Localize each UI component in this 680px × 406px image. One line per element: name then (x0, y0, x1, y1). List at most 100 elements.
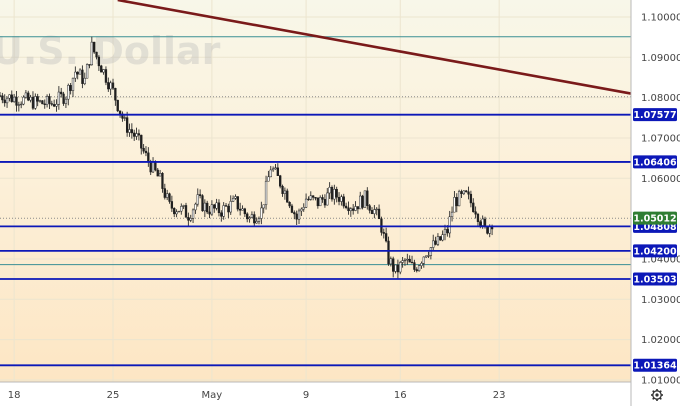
candle-body (279, 175, 282, 187)
candle-body (349, 208, 352, 212)
candle-body (382, 232, 385, 234)
price-label-text: 1.05012 (633, 214, 676, 225)
candle-body (406, 258, 409, 261)
candle (439, 236, 442, 241)
candle (396, 259, 400, 279)
candle (64, 96, 68, 108)
time-axis[interactable]: 18 25 May 9 16 23 (8, 390, 506, 401)
candle (137, 129, 141, 141)
price-label-background (633, 358, 677, 372)
candle-body (55, 103, 58, 107)
y-tick-label: 1.09000 (641, 53, 680, 64)
candle (335, 186, 338, 203)
candle-body (194, 203, 197, 211)
candle-body (394, 264, 397, 272)
candle (465, 189, 468, 193)
candle-body (69, 85, 72, 91)
candle (85, 63, 89, 79)
candle (206, 200, 209, 215)
candle-body (24, 92, 28, 98)
candle-body (3, 99, 6, 104)
candle (255, 217, 258, 224)
candle (422, 256, 425, 268)
candle (31, 91, 35, 110)
candle (356, 206, 360, 214)
candle-body (340, 196, 343, 202)
candle-body (1, 95, 4, 101)
candle-body (370, 210, 374, 215)
candle-body (267, 176, 270, 182)
candle (184, 202, 188, 218)
candle-body (123, 117, 126, 119)
candle (97, 55, 101, 71)
candle (175, 209, 178, 218)
price-axis[interactable]: 1.10000 1.09000 1.08000 1.07000 1.06000 1.040… (641, 12, 680, 386)
candle-body (264, 180, 268, 206)
candle (234, 194, 237, 200)
horizontal-levels[interactable] (0, 113, 631, 367)
level-price-label: 1.03503 (633, 272, 677, 286)
candle (450, 206, 454, 222)
candle-body (27, 92, 30, 101)
candle (290, 203, 294, 214)
candle-body (486, 226, 489, 234)
candle-body (457, 191, 461, 207)
candle (352, 204, 355, 215)
candle (241, 205, 244, 211)
candle (417, 264, 421, 272)
candle (246, 212, 249, 223)
candle-body (48, 96, 51, 104)
candle-body (227, 205, 230, 213)
candle-body (347, 207, 350, 212)
candle (384, 227, 388, 243)
candle-body (203, 202, 206, 212)
candle-body (168, 193, 171, 202)
candle-body (36, 96, 39, 102)
candle (8, 94, 11, 102)
candle (368, 204, 371, 214)
candle (90, 36, 93, 66)
candle-body (415, 269, 418, 272)
candle (104, 66, 108, 86)
candle-body (208, 211, 211, 215)
candle (361, 194, 364, 210)
candle-body (319, 197, 322, 207)
candle-body (274, 167, 277, 170)
candle-body (88, 64, 91, 66)
candle-body (231, 198, 235, 202)
candle-body (60, 91, 63, 95)
candle-body (389, 258, 392, 265)
candle-body (142, 147, 145, 152)
candle-body (253, 214, 256, 224)
candle (27, 90, 30, 102)
trendline[interactable] (117, 0, 632, 95)
trendline-group[interactable] (117, 0, 632, 95)
candle-body (281, 185, 284, 194)
candle-body (170, 201, 174, 209)
candle (196, 188, 199, 207)
candle (460, 189, 463, 198)
candle (236, 196, 239, 212)
candle-body (443, 229, 447, 235)
candle-body (53, 104, 56, 107)
settings-gear-icon[interactable] (651, 389, 663, 401)
candle (125, 111, 129, 137)
candle (74, 66, 77, 82)
candle (373, 205, 376, 219)
candle-body (151, 161, 155, 173)
candle-body (222, 205, 225, 217)
candle (227, 203, 230, 218)
candle (443, 224, 447, 241)
candle-body (352, 208, 355, 211)
candle (17, 101, 20, 112)
candle (34, 93, 37, 110)
candle-body (177, 210, 181, 213)
candle (293, 210, 296, 220)
candle-body (311, 195, 315, 198)
candle-body (257, 218, 261, 222)
candle-body (210, 204, 214, 215)
candle (173, 207, 176, 218)
candle (24, 90, 28, 99)
